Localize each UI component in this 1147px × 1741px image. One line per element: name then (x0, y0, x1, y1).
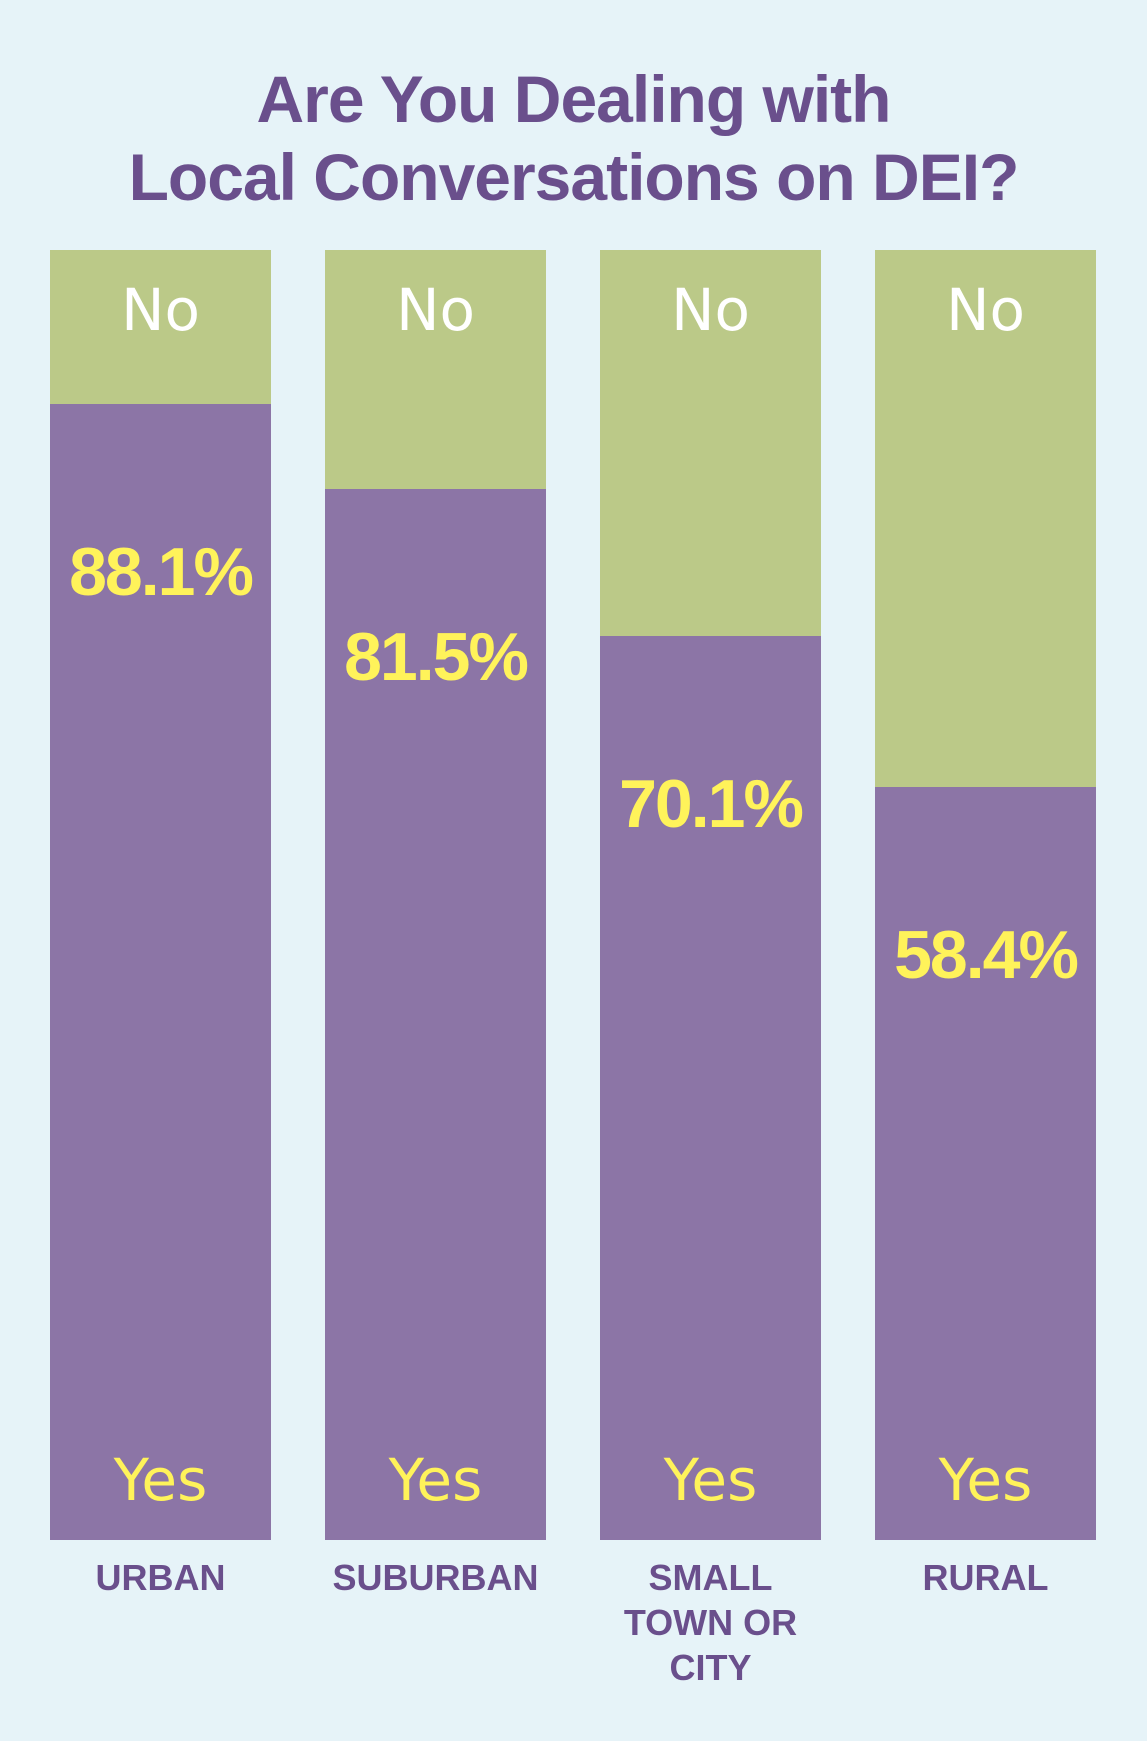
value-label-small-town-or-city: 70.1% (619, 766, 804, 842)
value-label-urban: 88.1% (69, 534, 254, 610)
category-label-urban: URBAN (50, 1555, 271, 1600)
series-label-yes-urban: Yes (113, 1446, 208, 1514)
series-label-no-suburban: No (396, 276, 475, 344)
series-label-no-rural: No (946, 276, 1025, 344)
bar-rural: No 58.4% Yes (875, 250, 1096, 1540)
category-label-line-2: TOWN OR (623, 1602, 798, 1643)
series-label-yes-small-town-or-city: Yes (663, 1446, 758, 1514)
category-label-suburban: SUBURBAN (325, 1555, 546, 1600)
category-label-rural: RURAL (875, 1555, 1096, 1600)
plot-area: No 88.1% Yes URBAN No 81.5% Yes SUBURBAN No 70.1%… (0, 250, 1147, 1688)
category-label-line-1: RURAL (922, 1557, 1049, 1598)
chart-title-line-2: Local Conversations on DEI? (128, 140, 1020, 214)
bar-segment-no-urban: No (50, 250, 271, 404)
series-label-no-small-town-or-city: No (671, 276, 750, 344)
category-label-line-1: SMALL (648, 1557, 773, 1598)
bar-segment-yes-rural: 58.4% Yes (875, 787, 1096, 1540)
category-label-small-town-or-city: SMALL TOWN OR CITY (600, 1555, 821, 1690)
chart-title-line-1: Are You Dealing with (256, 62, 892, 136)
category-label-line-1: URBAN (95, 1557, 226, 1598)
bar-segment-yes-urban: 88.1% Yes (50, 404, 271, 1540)
category-label-line-3: CITY (669, 1647, 752, 1688)
series-label-yes-suburban: Yes (388, 1446, 483, 1514)
bar-segment-yes-suburban: 81.5% Yes (325, 489, 546, 1540)
bar-segment-no-small-town-or-city: No (600, 250, 821, 636)
bar-suburban: No 81.5% Yes (325, 250, 546, 1540)
bar-segment-no-suburban: No (325, 250, 546, 489)
chart-title: Are You Dealing with Local Conversations… (0, 60, 1147, 216)
bar-small-town-or-city: No 70.1% Yes (600, 250, 821, 1540)
bar-segment-yes-small-town-or-city: 70.1% Yes (600, 636, 821, 1540)
series-label-yes-rural: Yes (938, 1446, 1033, 1514)
bar-segment-no-rural: No (875, 250, 1096, 787)
value-label-suburban: 81.5% (344, 619, 529, 695)
series-label-no-urban: No (121, 276, 200, 344)
bar-urban: No 88.1% Yes (50, 250, 271, 1540)
category-label-line-1: SUBURBAN (332, 1557, 539, 1598)
value-label-rural: 58.4% (894, 917, 1079, 993)
